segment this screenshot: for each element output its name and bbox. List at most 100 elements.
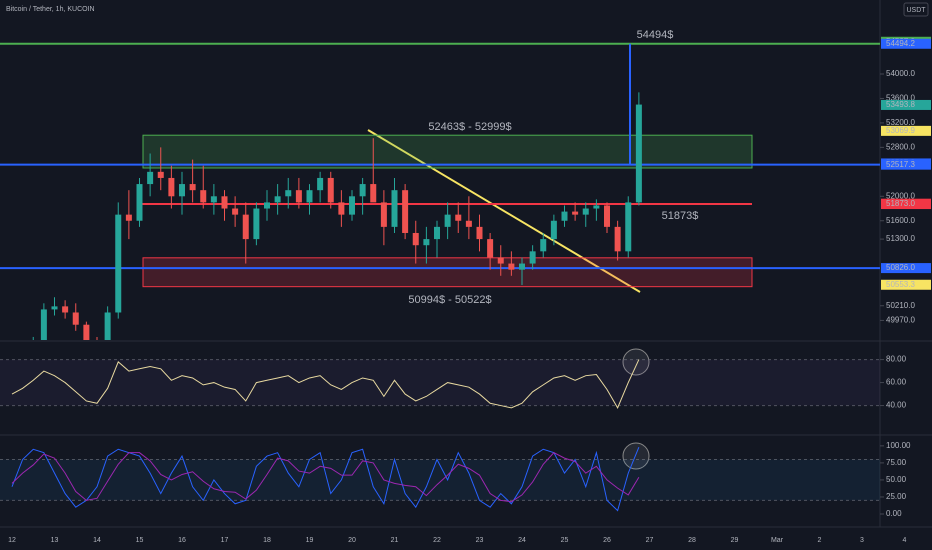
currency-label: USDT bbox=[906, 7, 926, 14]
price-badge-label: 54494.2 bbox=[886, 39, 915, 48]
y-tick-label: 50.00 bbox=[886, 475, 907, 484]
y-tick-label: 50210.0 bbox=[886, 301, 915, 310]
x-tick-label: 19 bbox=[306, 537, 314, 544]
indicator-line bbox=[11, 452, 640, 503]
candle-body bbox=[232, 208, 239, 215]
candle-body bbox=[189, 184, 196, 191]
candle-body bbox=[200, 190, 207, 203]
x-tick-label: Mar bbox=[771, 537, 784, 544]
candle-body bbox=[62, 306, 69, 313]
zone bbox=[142, 134, 753, 169]
currency-button[interactable] bbox=[903, 2, 929, 17]
candle-body bbox=[104, 312, 111, 340]
candle-body bbox=[274, 196, 281, 203]
candle-body bbox=[465, 220, 472, 227]
candle-body bbox=[295, 190, 302, 203]
candle-body bbox=[519, 263, 525, 270]
price-badge bbox=[881, 38, 931, 49]
x-tick-label: 24 bbox=[518, 537, 526, 544]
candle-body bbox=[285, 190, 292, 197]
y-tick-label: 75.00 bbox=[886, 458, 907, 467]
x-tick-label: 20 bbox=[348, 537, 356, 544]
price-badge bbox=[881, 99, 931, 110]
candle-body bbox=[391, 190, 398, 227]
price-badge-label: 50553.3 bbox=[886, 280, 915, 289]
y-tick-label: 100.00 bbox=[886, 441, 911, 450]
candle-body bbox=[370, 184, 377, 203]
x-tick-label: 26 bbox=[603, 537, 611, 544]
highlight-circle bbox=[622, 348, 650, 376]
annotation: 54494$ bbox=[637, 29, 674, 41]
x-tick-label: 16 bbox=[178, 537, 186, 544]
candle-body bbox=[455, 214, 462, 221]
y-tick-label: 0.00 bbox=[886, 509, 902, 518]
price-badge bbox=[881, 279, 931, 290]
candle-body bbox=[582, 208, 589, 215]
candle-body bbox=[380, 202, 387, 227]
candle-body bbox=[540, 239, 547, 252]
candle-body bbox=[253, 208, 260, 240]
price-badge bbox=[881, 263, 931, 274]
x-tick-label: 12 bbox=[8, 537, 16, 544]
x-tick-label: 27 bbox=[646, 537, 654, 544]
price-badge-label: 50826.0 bbox=[886, 263, 915, 272]
x-tick-label: 14 bbox=[93, 537, 101, 544]
x-tick-label: 13 bbox=[51, 537, 59, 544]
candle-body bbox=[51, 306, 58, 310]
indicator-band bbox=[0, 359, 880, 406]
candle-body bbox=[625, 202, 632, 252]
candle-body bbox=[83, 324, 90, 340]
zone bbox=[142, 257, 753, 288]
candle-body bbox=[72, 312, 79, 325]
price-badge-label: 51873.0 bbox=[886, 199, 915, 208]
x-tick-label: 3 bbox=[860, 537, 864, 544]
candle-body bbox=[444, 214, 451, 227]
price-badge bbox=[881, 199, 931, 210]
y-tick-label: 51300.0 bbox=[886, 234, 915, 243]
candle-body bbox=[402, 190, 409, 233]
candle-body bbox=[147, 171, 154, 185]
annotation: 52463$ - 52999$ bbox=[428, 121, 511, 133]
candle-body bbox=[179, 184, 185, 197]
y-tick-label: 53200.0 bbox=[886, 118, 915, 127]
x-tick-label: 28 bbox=[688, 537, 696, 544]
candle-body bbox=[561, 211, 568, 221]
symbol-title: Bitcoin / Tether, 1h, KUCOIN bbox=[6, 6, 95, 13]
candle-body bbox=[550, 220, 557, 240]
candle-body bbox=[210, 196, 217, 203]
candle-body bbox=[508, 263, 515, 270]
y-tick-label: 80.00 bbox=[886, 355, 907, 364]
indicator-line bbox=[11, 359, 640, 409]
y-tick-label: 49970.0 bbox=[886, 316, 915, 325]
candle-body bbox=[604, 205, 610, 227]
price-badge-label: 52517.3 bbox=[886, 160, 915, 169]
candle-body bbox=[434, 226, 440, 240]
candle-body bbox=[136, 184, 143, 221]
candle-body bbox=[327, 177, 334, 203]
main-pane bbox=[0, 42, 880, 340]
candle-body bbox=[349, 196, 355, 215]
indicator-line bbox=[11, 447, 640, 512]
price-badge-label: 53493.8 bbox=[886, 100, 915, 109]
candle-body bbox=[221, 196, 228, 209]
candle-body bbox=[423, 239, 430, 246]
price-badge-label: 53069.9 bbox=[886, 126, 915, 135]
y-tick-label: 52000.0 bbox=[886, 191, 915, 200]
candle-body bbox=[338, 202, 345, 215]
x-tick-label: 25 bbox=[561, 537, 569, 544]
x-tick-label: 23 bbox=[476, 537, 484, 544]
x-tick-label: 22 bbox=[433, 537, 441, 544]
candle-body bbox=[317, 177, 324, 191]
candle-body bbox=[497, 257, 504, 264]
candle-body bbox=[572, 211, 579, 215]
candle-body bbox=[264, 202, 270, 209]
x-tick-label: 29 bbox=[731, 537, 739, 544]
highlight-circle bbox=[622, 442, 650, 470]
candle-body bbox=[476, 226, 483, 240]
y-tick-label: 60.00 bbox=[886, 378, 907, 387]
x-tick-label: 21 bbox=[391, 537, 399, 544]
y-tick-label: 52800.0 bbox=[886, 142, 915, 151]
candle-body bbox=[242, 214, 249, 240]
